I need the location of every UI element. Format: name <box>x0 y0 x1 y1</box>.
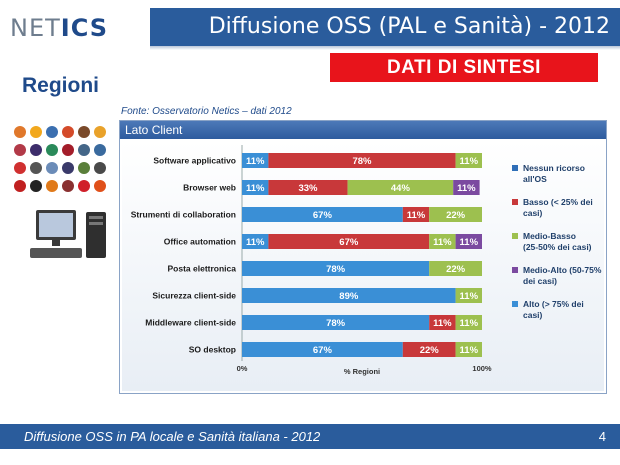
category-label: Strumenti di collaboration <box>131 210 236 220</box>
legend-label: Alto (> 75% dei <box>523 299 584 309</box>
category-label: SO desktop <box>189 345 236 355</box>
legend-swatch <box>512 233 518 239</box>
bar-segment <box>242 288 456 303</box>
legend-label: Basso (< 25% dei <box>523 197 593 207</box>
logo-text: NETICS <box>10 14 109 42</box>
section-title: Regioni <box>22 74 99 97</box>
x-axis-label: % Regioni <box>344 367 380 376</box>
data-label: 11% <box>433 237 452 248</box>
legend-label: casi) <box>523 208 543 218</box>
data-label: 22% <box>446 264 466 275</box>
netics-logo: NETICS <box>10 14 108 42</box>
category-label: Browser web <box>183 183 236 193</box>
data-label: 67% <box>339 237 359 248</box>
bar-segment <box>402 207 430 222</box>
bar-segment <box>455 288 482 303</box>
category-label: Sicurezza client-side <box>152 291 236 301</box>
bar-segment <box>242 261 430 276</box>
panel-title: Lato Client <box>120 121 606 139</box>
category-label: Software applicativo <box>153 156 236 166</box>
data-label: 11% <box>407 210 426 221</box>
legend-swatch <box>512 267 518 273</box>
bar-segment <box>455 153 482 168</box>
bar-segment <box>429 261 482 276</box>
legend-label: casi) <box>523 310 543 320</box>
chart-panel: Lato Client Software applicativo 11% 78% 11… <box>119 120 607 394</box>
bar-segment <box>429 207 482 222</box>
data-label: 44% <box>391 183 411 194</box>
bar-segment <box>242 153 269 168</box>
bar-segment <box>429 315 456 330</box>
data-label: 78% <box>326 264 346 275</box>
x-tick-label: 0% <box>237 364 248 373</box>
data-label: 22% <box>420 345 440 356</box>
bar-segment <box>242 315 430 330</box>
data-label: 11% <box>246 237 265 248</box>
legend-label: (25-50% dei casi) <box>523 242 592 252</box>
legend-swatch <box>512 165 518 171</box>
data-label: 11% <box>460 345 479 356</box>
data-label: 22% <box>446 210 466 221</box>
data-label: 78% <box>326 318 346 329</box>
summary-badge: DATI DI SINTESI <box>330 53 598 82</box>
data-label: 11% <box>460 156 479 167</box>
footer-text: Diffusione OSS in PA locale e Sanità ita… <box>24 429 321 444</box>
bar-segment <box>242 342 403 357</box>
legend-swatch <box>512 199 518 205</box>
legend-label: all'OS <box>523 174 547 184</box>
bar-segment <box>242 207 403 222</box>
legend-label: dei casi) <box>523 276 557 286</box>
data-label: 11% <box>460 237 479 248</box>
bar-segment <box>455 342 482 357</box>
data-source: Fonte: Osservatorio Netics – dati 2012 <box>121 106 292 117</box>
data-label: 67% <box>313 210 333 221</box>
bar-segment <box>455 234 482 249</box>
bar-segment <box>453 180 480 195</box>
legend-label: Medio-Alto (50-75% <box>523 265 602 275</box>
bar-segment <box>268 234 430 249</box>
stacked-bar-chart: Software applicativo 11% 78% 11% Browser web… <box>131 145 602 376</box>
title-divider <box>150 46 620 50</box>
legend-label: Nessun ricorso <box>523 163 585 173</box>
open-source-logos-image <box>14 126 106 192</box>
data-label: 67% <box>313 345 333 356</box>
bar-segment <box>268 180 348 195</box>
data-label: 11% <box>460 291 479 302</box>
footer-bar: Diffusione OSS in PA locale e Sanità ita… <box>0 424 620 449</box>
bar-segment <box>347 180 454 195</box>
data-label: 33% <box>298 183 318 194</box>
data-label: 11% <box>246 183 265 194</box>
bar-segment <box>455 315 482 330</box>
page-number: 4 <box>598 429 606 444</box>
data-label: 11% <box>433 318 452 329</box>
page-title: Diffusione OSS (PAL e Sanità) - 2012 <box>150 8 620 46</box>
bar-segment <box>242 234 269 249</box>
category-label: Middleware client-side <box>145 318 236 328</box>
legend-swatch <box>512 301 518 307</box>
legend-label: Medio-Basso <box>523 231 576 241</box>
x-tick-label: 100% <box>472 364 492 373</box>
category-label: Office automation <box>164 237 236 247</box>
data-label: 78% <box>352 156 372 167</box>
bar-segment <box>402 342 456 357</box>
data-label: 11% <box>246 156 265 167</box>
desktop-computer-icon <box>30 210 106 258</box>
data-label: 89% <box>339 291 359 302</box>
category-label: Posta elettronica <box>168 264 237 274</box>
data-label: 11% <box>460 318 479 329</box>
data-label: 11% <box>457 183 476 194</box>
bar-segment <box>242 180 269 195</box>
bar-segment <box>429 234 456 249</box>
bar-segment <box>268 153 456 168</box>
